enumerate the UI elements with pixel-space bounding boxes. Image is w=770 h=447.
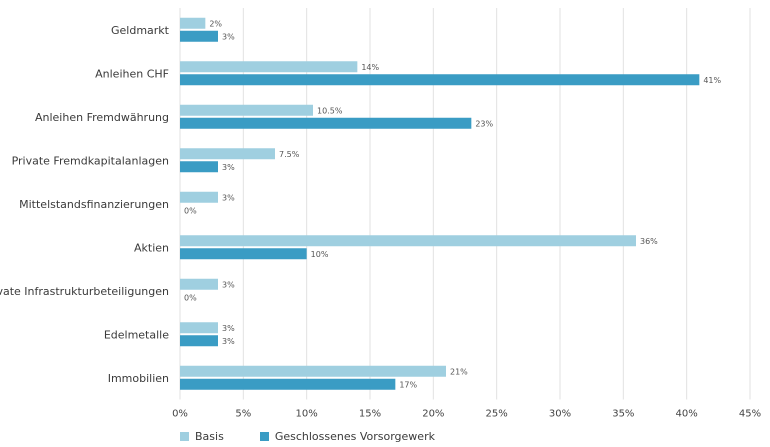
data-label: 21% [450,367,468,376]
x-tick-label: 20% [422,409,444,420]
category-label: Private Infrastrukturbeteiligungen [0,285,169,298]
data-label: 3% [222,280,235,289]
bar-basis [180,148,275,160]
category-label: Geldmarkt [111,24,170,37]
bar-geschlossenes-vorsorgewerk [180,161,218,173]
data-label: 3% [222,324,235,333]
legend-swatch-basis [180,432,189,441]
data-label: 36% [640,237,658,246]
legend-label-geschlossenes-vorsorgewerk: Geschlossenes Vorsorgewerk [274,430,435,443]
x-tick-label: 25% [486,409,508,420]
bar-basis [180,278,218,290]
category-label: Private Fremdkapitalanlagen [12,154,169,167]
bar-geschlossenes-vorsorgewerk [180,248,307,260]
bar-basis [180,235,636,247]
data-label: 7.5% [279,150,300,159]
x-tick-label: 45% [739,409,761,420]
category-label: Aktien [134,241,169,254]
category-label: Immobilien [108,372,169,385]
bar-basis [180,17,206,29]
bar-geschlossenes-vorsorgewerk [180,30,218,42]
legend-swatch-geschlossenes-vorsorgewerk [259,432,269,441]
x-tick-label: 40% [676,409,698,420]
bar-basis [180,365,446,377]
data-label: 3% [222,163,235,172]
data-label: 14% [361,63,379,72]
bar-geschlossenes-vorsorgewerk [180,74,700,86]
bar-basis [180,61,358,73]
data-label: 3% [222,32,235,41]
category-label: Mittelstandsfinanzierungen [19,198,169,211]
data-label: 0% [184,293,197,302]
x-tick-label: 0% [172,409,188,420]
data-label: 17% [399,380,417,389]
legend: Basis Geschlossenes Vorsorgewerk [180,430,435,443]
x-tick-label: 15% [359,409,381,420]
data-label: 10.5% [317,106,343,115]
legend-label-basis: Basis [195,430,224,443]
legend-item-basis: Basis [180,430,224,443]
data-label: 3% [222,337,235,346]
bar-geschlossenes-vorsorgewerk [180,378,396,390]
data-label: 0% [184,206,197,215]
category-label: Anleihen Fremdwährung [35,111,169,124]
x-tick-label: 5% [235,409,251,420]
data-label: 23% [475,119,493,128]
category-label: Anleihen CHF [95,67,169,80]
x-tick-label: 10% [296,409,318,420]
data-label: 3% [222,193,235,202]
bar-basis [180,322,218,334]
bar-basis [180,104,313,116]
data-label: 2% [209,19,222,28]
bar-geschlossenes-vorsorgewerk [180,335,218,347]
x-tick-label: 30% [549,409,571,420]
category-label: Edelmetalle [104,328,169,341]
x-tick-label: 35% [612,409,634,420]
bar-geschlossenes-vorsorgewerk [180,117,472,129]
legend-item-geschlossenes-vorsorgewerk: Geschlossenes Vorsorgewerk [259,430,435,443]
bar-basis [180,191,218,203]
data-label: 10% [311,250,329,259]
data-label: 41% [703,76,721,85]
